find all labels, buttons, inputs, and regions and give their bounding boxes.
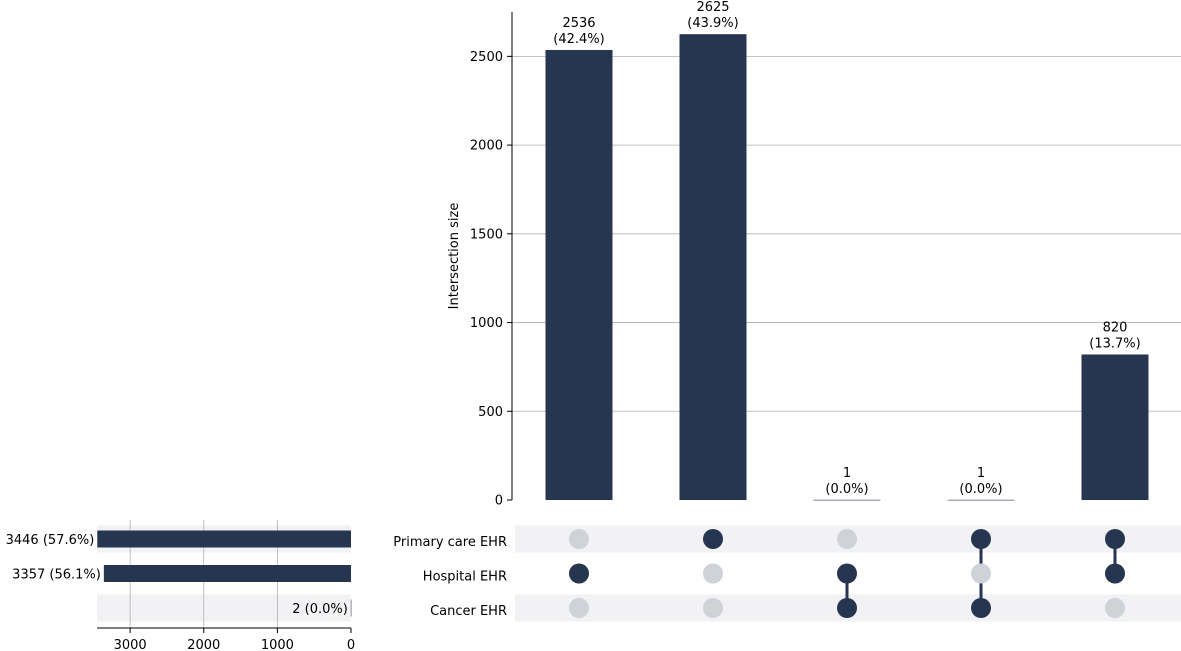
set-size-tick-label: 1000 xyxy=(261,638,294,651)
set-size-label: 2 (0.0%) xyxy=(292,602,348,617)
intersection-bar-count-label: 2625 xyxy=(696,0,729,15)
matrix-dot-inactive xyxy=(971,563,991,584)
set-size-label: 3357 (56.1%) xyxy=(12,568,101,583)
intersection-y-tick-label: 1500 xyxy=(470,227,503,242)
intersection-y-tick-label: 2000 xyxy=(470,139,503,154)
intersection-bar-percent-label: (0.0%) xyxy=(959,482,1002,497)
set-size-row-band xyxy=(97,594,351,622)
intersection-bar-count-label: 2536 xyxy=(562,16,595,31)
set-size-tick-label: 0 xyxy=(347,638,355,651)
intersection-matrix xyxy=(569,529,1125,618)
matrix-dot-inactive xyxy=(1105,598,1125,618)
matrix-dot-active xyxy=(971,529,991,549)
intersection-y-axis: Intersection size 0 500 1000 1500 2000 2500 xyxy=(447,12,513,509)
set-name-label: Hospital EHR xyxy=(423,570,507,585)
matrix-dot-active xyxy=(1105,529,1125,549)
matrix-dot-inactive xyxy=(569,598,589,618)
intersection-y-tick-label: 1000 xyxy=(470,316,503,331)
set-size-bar xyxy=(350,599,352,617)
matrix-dot-active xyxy=(837,598,857,618)
set-name-labels: Primary care EHR Hospital EHR Cancer EHR xyxy=(393,535,507,619)
matrix-dot-active xyxy=(971,598,991,618)
intersection-bar-count-label: 820 xyxy=(1103,320,1128,335)
matrix-dot-inactive xyxy=(703,598,723,618)
intersection-y-tick-label: 500 xyxy=(478,405,503,420)
matrix-dot-active xyxy=(1105,563,1125,584)
set-size-tick-label: 2000 xyxy=(187,638,220,651)
intersection-bar-count-label: 1 xyxy=(843,466,851,481)
intersection-bar-percent-label: (0.0%) xyxy=(825,482,868,497)
set-name-label: Cancer EHR xyxy=(430,604,507,619)
matrix-dot-inactive xyxy=(703,563,723,584)
set-size-tick-label: 3000 xyxy=(114,638,147,651)
intersection-y-axis-label: Intersection size xyxy=(447,203,462,310)
matrix-dot-active xyxy=(837,563,857,584)
matrix-dot-inactive xyxy=(569,529,589,549)
matrix-dot-inactive xyxy=(837,529,857,549)
intersection-bar-percent-label: (43.9%) xyxy=(687,16,738,31)
intersection-y-tick-label: 0 xyxy=(495,494,503,509)
intersection-bar xyxy=(813,499,881,501)
set-size-bar xyxy=(97,530,351,548)
intersection-bar xyxy=(947,499,1015,501)
intersection-gridlines xyxy=(512,55,1181,412)
matrix-dot-active xyxy=(569,563,589,584)
set-size-label: 3446 (57.6%) xyxy=(6,533,95,548)
intersection-bar xyxy=(545,49,613,500)
intersection-bar xyxy=(1081,354,1149,500)
matrix-dot-active xyxy=(703,529,723,549)
set-size-chart: 3000 2000 1000 0 3446 (57.6%) 3357 (56.1%) 2 (… xyxy=(6,520,355,651)
intersection-bar-percent-label: (13.7%) xyxy=(1089,336,1140,351)
intersection-bar-count-label: 1 xyxy=(977,466,985,481)
intersection-y-tick-label: 2500 xyxy=(470,50,503,65)
intersection-bar xyxy=(679,34,747,500)
intersection-bars: 2536(42.4%)2625(43.9%)1(0.0%)1(0.0%)820(… xyxy=(545,0,1149,501)
set-name-label: Primary care EHR xyxy=(393,535,507,550)
intersection-bar-percent-label: (42.4%) xyxy=(553,32,604,47)
set-size-bar xyxy=(103,565,351,582)
